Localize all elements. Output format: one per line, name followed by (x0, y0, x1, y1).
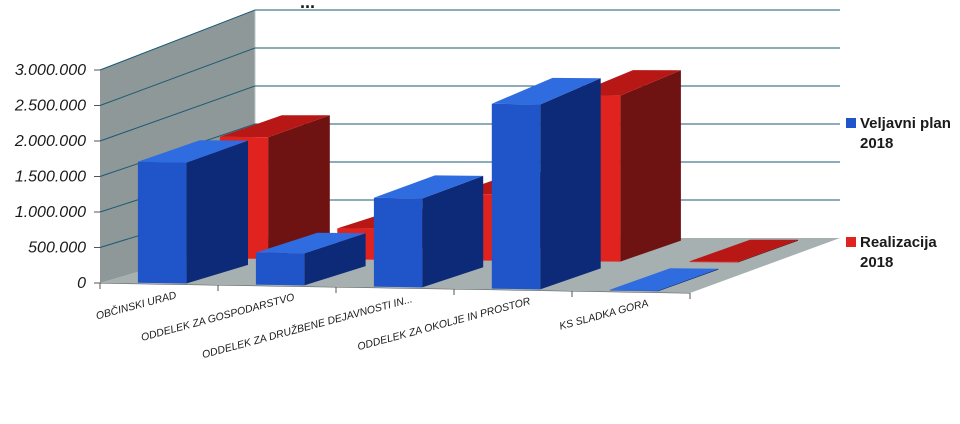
bar-s0-c2 (373, 175, 484, 288)
bar-s1-c4-side (737, 239, 798, 263)
legend-label: Veljavni plan (860, 115, 951, 132)
bar-s0-c4-top (609, 268, 719, 291)
bar-s1-c4 (689, 239, 798, 263)
bar-s0-c0-side (186, 140, 248, 284)
x-tick-label: KS SLADKA GORA (558, 297, 650, 332)
gridline (99, 47, 840, 106)
bar-s1-c0-top (219, 115, 330, 138)
x-tick-label: ODDELEK ZA DRUŽBENE DEJAVNOSTI IN... (201, 292, 414, 361)
x-tick-label: OBČINSKI URAD (94, 288, 178, 322)
legend-swatch (846, 237, 856, 247)
legend-label-line2: 2018 (860, 135, 893, 152)
legend-label: Realizacija (860, 234, 937, 251)
bar-s0-c2-side (422, 175, 484, 288)
bar-s0-c0-front (137, 161, 187, 284)
bar-s0-c3-top (491, 77, 601, 105)
y-tick-label: 2.000.000 (14, 133, 86, 150)
legend-swatch (846, 118, 856, 128)
bar-s0-c2-front (373, 197, 423, 288)
bar-s0-c1-side (304, 233, 366, 286)
bar-s1-c4-front (689, 261, 738, 263)
chart-title: ... (300, 0, 315, 12)
bar-s0-c3-side (540, 78, 601, 290)
legend-label-line2: 2018 (860, 254, 893, 271)
bar-s0-c1 (255, 232, 366, 286)
y-tick-label: 1.500.000 (15, 169, 86, 186)
bar-s0-c0 (137, 140, 248, 284)
bar-s0-c2-top (373, 175, 484, 199)
bar-s1-c3-side (620, 70, 681, 262)
bar-s0-c4-front (609, 289, 659, 292)
bar-s0-c0-top (137, 140, 248, 163)
y-tick-label: 2.500.000 (14, 98, 86, 115)
bar-s0-c1-front (255, 252, 305, 286)
y-tick-label: 3.000.000 (15, 62, 86, 79)
bar-s1-c4-top (689, 239, 798, 262)
bar-s0-c4 (609, 268, 719, 292)
bar-s0-c1-top (255, 232, 366, 254)
bar-s0-c3 (491, 77, 601, 290)
gridline (99, 9, 840, 71)
y-tick-label: 0 (77, 275, 86, 292)
y-tick-label: 1.000.000 (15, 204, 86, 221)
bar-s1-c0-side (268, 115, 330, 259)
bar-s0-c4-side (658, 268, 719, 292)
bar-s0-c3-front (491, 103, 541, 290)
y-tick-label: 500.000 (28, 240, 86, 257)
